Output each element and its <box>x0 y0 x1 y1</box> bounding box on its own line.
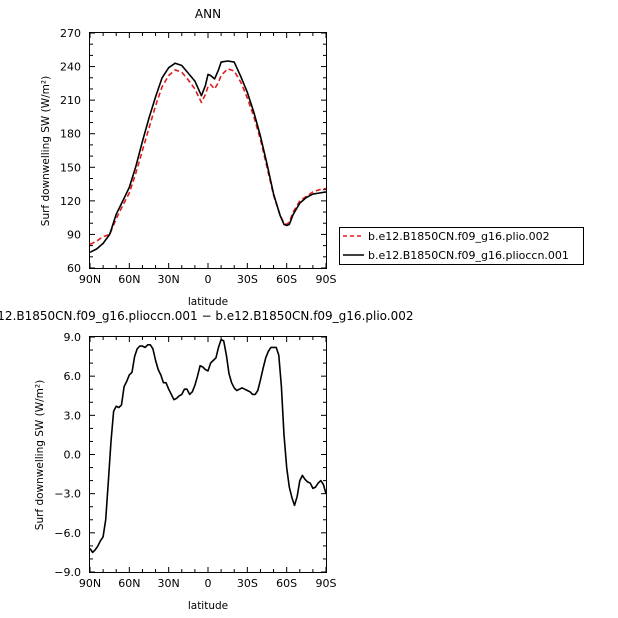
top-x-tick-label: 60S <box>276 273 297 286</box>
top-y-tick-label: 60 <box>67 262 81 275</box>
bottom-y-tick-label: −6.0 <box>54 527 81 540</box>
bottom-x-tick-label: 0 <box>205 577 212 590</box>
top-x-tick-label: 60N <box>118 273 140 286</box>
top-series-line-0 <box>89 68 327 246</box>
top-y-tick-label: 150 <box>60 161 81 174</box>
bottom-plot-frame <box>89 336 327 573</box>
top-y-axis-label: Surf downwelling SW (W/m²) <box>40 76 52 226</box>
top-x-axis-label: latitude <box>188 296 228 308</box>
top-y-tick-label: 90 <box>67 228 81 241</box>
top-plot-frame <box>89 32 327 269</box>
legend: b.e12.B1850CN.f09_g16.plio.002 b.e12.B18… <box>339 227 584 265</box>
top-y-tick-label: 240 <box>60 61 81 74</box>
top-panel: ANN 90N 60N 30N 0 30S 60S 90S 60 90 120 150 180 210… <box>40 7 337 308</box>
bottom-y-tick-label: −9.0 <box>54 566 81 579</box>
top-chart-title: ANN <box>195 7 221 21</box>
top-y-tick-label: 120 <box>60 195 81 208</box>
legend-label-plioccn: b.e12.B1850CN.f09_g16.plioccn.001 <box>368 249 569 262</box>
bottom-x-tick-label: 30S <box>237 577 258 590</box>
legend-box <box>339 227 584 265</box>
bottom-y-tick-label: 9.0 <box>64 331 82 344</box>
top-y-tick-label: 210 <box>60 94 81 107</box>
bottom-y-axis-label: Surf downwelling SW (W/m²) <box>34 380 46 530</box>
top-x-tick-label: 30S <box>237 273 258 286</box>
top-y-tick-label: 180 <box>60 128 81 141</box>
bottom-x-tick-label: 60S <box>276 577 297 590</box>
top-x-tick-label: 0 <box>205 273 212 286</box>
bottom-y-tick-label: 0.0 <box>64 449 82 462</box>
bottom-x-axis-label: latitude <box>188 600 228 612</box>
legend-label-plio: b.e12.B1850CN.f09_g16.plio.002 <box>368 230 550 243</box>
top-x-tick-label: 90S <box>316 273 337 286</box>
top-y-tick-label: 270 <box>60 27 81 40</box>
bottom-series-line-0 <box>89 338 327 554</box>
top-x-tick-label: 30N <box>158 273 180 286</box>
bottom-y-tick-label: 6.0 <box>64 370 82 383</box>
top-x-tick-label: 90N <box>79 273 101 286</box>
bottom-y-tick-label: −3.0 <box>54 488 81 501</box>
bottom-x-tick-label: 90N <box>79 577 101 590</box>
bottom-y-tick-label: 3.0 <box>64 409 82 422</box>
bottom-x-tick-label: 30N <box>158 577 180 590</box>
bottom-panel: b.e12.B1850CN.f09_g16.plioccn.001 − b.e1… <box>0 309 414 612</box>
bottom-x-tick-label: 60N <box>118 577 140 590</box>
bottom-chart-title: b.e12.B1850CN.f09_g16.plioccn.001 − b.e1… <box>0 309 414 323</box>
bottom-x-tick-label: 90S <box>316 577 337 590</box>
top-series-line-1 <box>89 60 327 254</box>
